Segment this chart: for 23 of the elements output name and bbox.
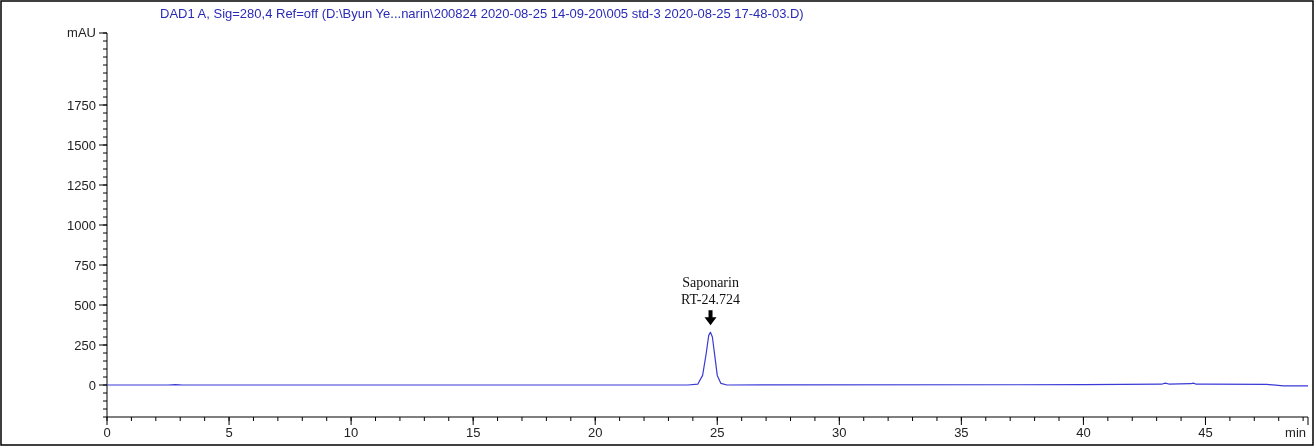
x-tick-label: 15 xyxy=(465,425,481,440)
x-tick-label: 45 xyxy=(1198,425,1213,440)
y-tick-label: 250 xyxy=(74,337,96,353)
chart-title: DAD1 A, Sig=280,4 Ref=off (D:\Byun Ye...narin\200824 2020-08-25 14-09-20\005 std-3 2020-08-25 17-48-03.D) xyxy=(160,6,804,21)
x-tick-label: 0 xyxy=(103,425,111,440)
y-axis-title: mAU xyxy=(67,25,96,40)
x-tick-label: 35 xyxy=(954,425,969,440)
y-tick-label: 1250 xyxy=(67,177,96,193)
y-tick-label: 1000 xyxy=(67,217,96,233)
annotation: Saponarin RT-24.724 xyxy=(681,275,740,308)
y-tick-label: 750 xyxy=(74,257,96,273)
x-tick-label: 30 xyxy=(832,425,847,440)
y-tick-label: 1500 xyxy=(67,137,96,153)
x-tick-label: 10 xyxy=(343,425,359,440)
x-tick-label: 25 xyxy=(710,425,725,440)
y-tick-label: 1750 xyxy=(67,97,96,113)
x-tick-label: 20 xyxy=(587,425,603,440)
x-tick-label: 5 xyxy=(225,425,233,440)
x-tick-label: 40 xyxy=(1076,425,1091,440)
x-axis-title: min xyxy=(1285,425,1306,440)
y-tick-label: 0 xyxy=(88,377,96,393)
line-series xyxy=(106,331,1309,387)
y-tick-label: 500 xyxy=(74,297,96,313)
